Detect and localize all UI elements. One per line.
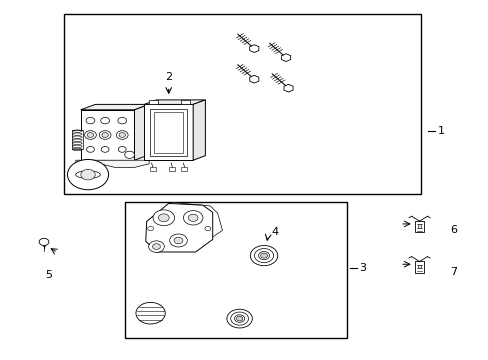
Text: 2: 2 <box>165 72 172 82</box>
Circle shape <box>153 210 174 226</box>
Text: 5: 5 <box>45 270 52 280</box>
Circle shape <box>236 316 242 321</box>
Text: 4: 4 <box>271 227 278 237</box>
Polygon shape <box>76 160 149 167</box>
Bar <box>150 109 187 156</box>
Polygon shape <box>134 104 149 160</box>
Circle shape <box>99 131 111 139</box>
Circle shape <box>81 169 95 180</box>
Circle shape <box>124 151 134 158</box>
Circle shape <box>152 244 160 249</box>
Polygon shape <box>281 54 290 62</box>
Text: 1: 1 <box>437 126 444 136</box>
Circle shape <box>158 214 169 222</box>
Circle shape <box>102 132 108 138</box>
Circle shape <box>119 132 125 138</box>
Bar <box>181 100 189 104</box>
Circle shape <box>86 147 94 152</box>
Circle shape <box>136 302 165 324</box>
Circle shape <box>188 214 198 221</box>
Bar <box>149 167 155 171</box>
Circle shape <box>116 131 128 139</box>
Text: 7: 7 <box>449 267 456 277</box>
Polygon shape <box>144 104 193 160</box>
Circle shape <box>67 159 108 190</box>
Text: 3: 3 <box>359 263 366 273</box>
Bar <box>154 112 183 153</box>
Bar <box>414 221 424 233</box>
Text: 6: 6 <box>449 225 456 235</box>
Polygon shape <box>284 84 292 92</box>
Circle shape <box>101 147 109 152</box>
Polygon shape <box>145 203 212 252</box>
Circle shape <box>226 309 252 328</box>
Circle shape <box>86 117 95 124</box>
Circle shape <box>101 117 109 124</box>
Circle shape <box>118 117 126 124</box>
Bar <box>417 224 420 228</box>
Circle shape <box>39 238 49 246</box>
Circle shape <box>84 131 96 139</box>
Circle shape <box>234 315 244 322</box>
Polygon shape <box>193 100 205 160</box>
Bar <box>72 130 82 149</box>
Circle shape <box>148 241 164 252</box>
Bar <box>417 265 420 268</box>
Circle shape <box>254 248 273 263</box>
Circle shape <box>258 252 269 260</box>
Bar <box>181 167 187 171</box>
Circle shape <box>250 246 277 266</box>
Circle shape <box>204 226 210 231</box>
Bar <box>149 100 158 104</box>
Polygon shape <box>81 110 134 160</box>
Bar <box>124 202 346 338</box>
Circle shape <box>87 132 94 138</box>
Circle shape <box>174 237 183 244</box>
Circle shape <box>230 312 248 325</box>
Polygon shape <box>144 100 205 104</box>
Polygon shape <box>249 45 258 53</box>
Circle shape <box>183 211 203 225</box>
Polygon shape <box>249 75 258 83</box>
Circle shape <box>260 253 267 258</box>
Circle shape <box>118 147 126 152</box>
Polygon shape <box>81 104 149 110</box>
Circle shape <box>147 226 153 231</box>
Bar <box>63 14 420 194</box>
Bar <box>169 167 175 171</box>
Polygon shape <box>171 202 222 237</box>
Circle shape <box>169 234 187 247</box>
Bar <box>414 261 424 273</box>
